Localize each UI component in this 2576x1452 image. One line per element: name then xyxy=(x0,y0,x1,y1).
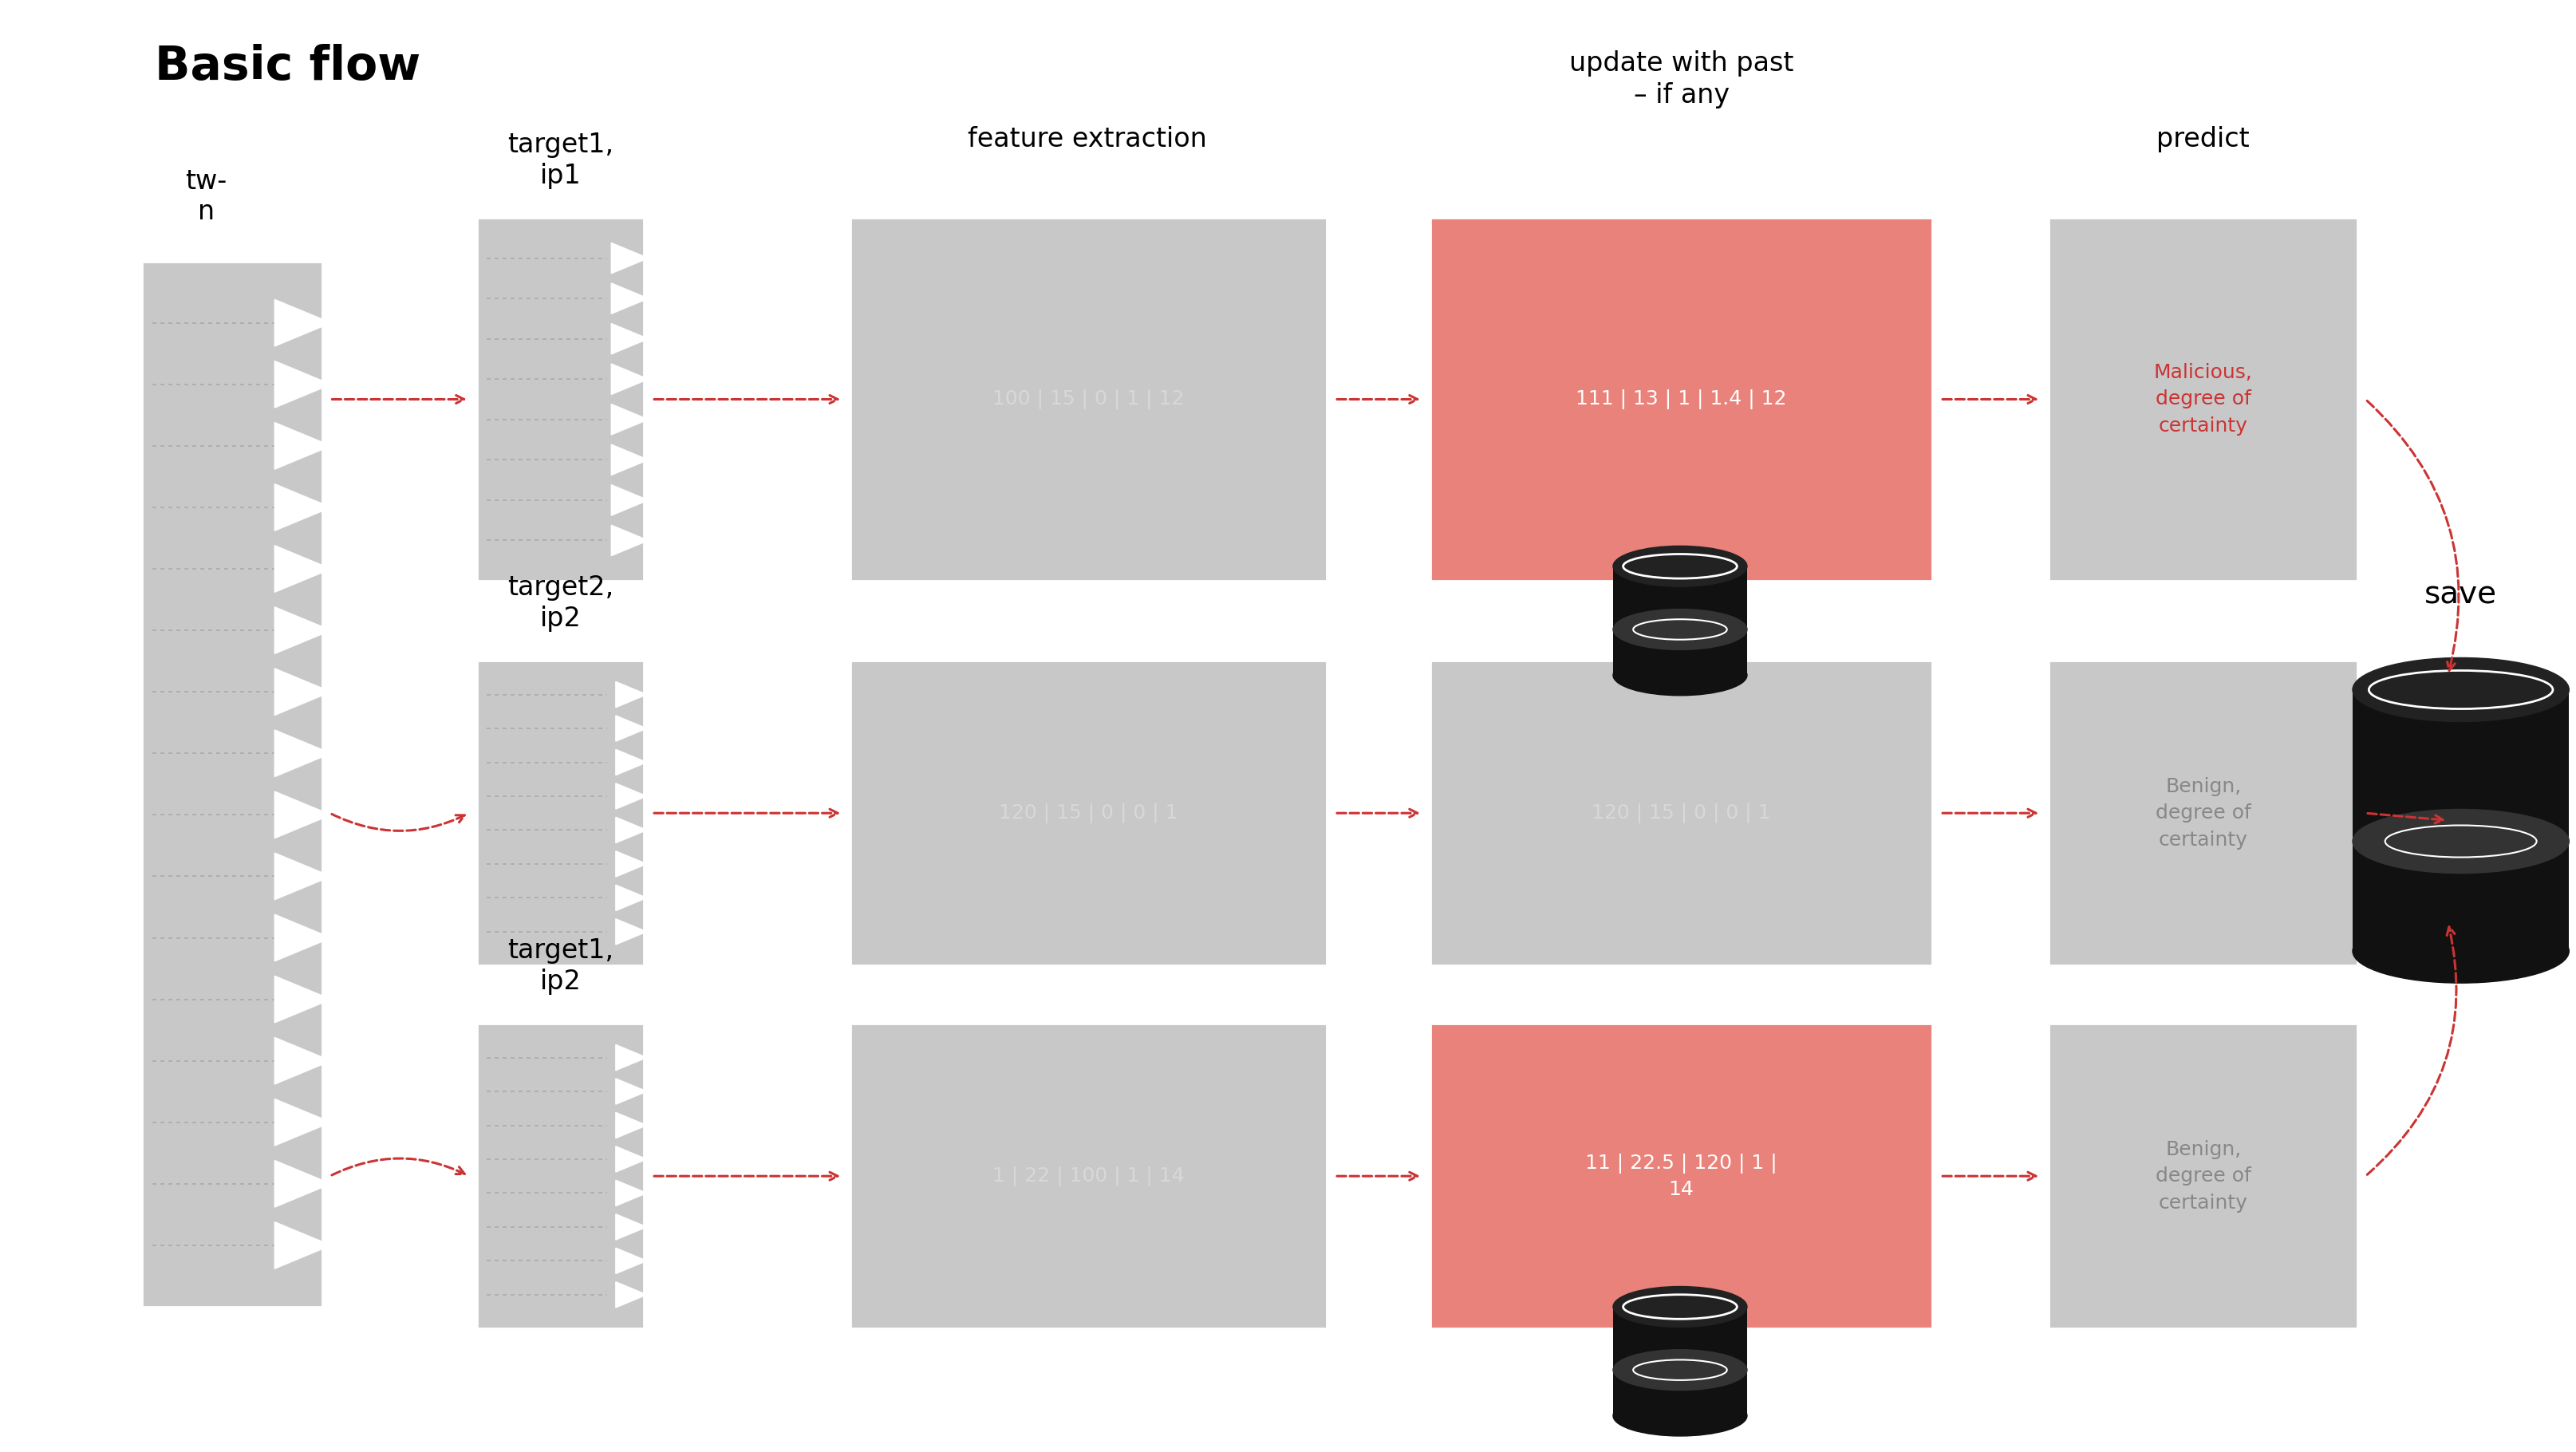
Polygon shape xyxy=(276,1037,330,1085)
Text: update with past
– if any: update with past – if any xyxy=(1569,49,1793,109)
Polygon shape xyxy=(611,404,649,434)
Polygon shape xyxy=(611,364,649,395)
Text: Malicious,
degree of
certainty: Malicious, degree of certainty xyxy=(2154,363,2251,436)
Polygon shape xyxy=(276,668,330,716)
Text: 100 | 15 | 0 | 1 | 12: 100 | 15 | 0 | 1 | 12 xyxy=(992,389,1185,409)
Polygon shape xyxy=(616,783,647,809)
Text: target1,
ip1: target1, ip1 xyxy=(507,132,613,189)
Text: 120 | 15 | 0 | 0 | 1: 120 | 15 | 0 | 0 | 1 xyxy=(999,803,1177,823)
FancyBboxPatch shape xyxy=(1430,1024,1932,1329)
Text: 111 | 13 | 1 | 1.4 | 12: 111 | 13 | 1 | 1.4 | 12 xyxy=(1577,389,1785,409)
FancyBboxPatch shape xyxy=(850,661,1327,966)
Ellipse shape xyxy=(1613,610,1747,650)
Ellipse shape xyxy=(1613,546,1747,587)
FancyBboxPatch shape xyxy=(850,1024,1327,1329)
Polygon shape xyxy=(611,526,649,556)
Ellipse shape xyxy=(2352,658,2568,722)
FancyBboxPatch shape xyxy=(142,261,322,1307)
Ellipse shape xyxy=(1613,655,1747,696)
Text: target1,
ip2: target1, ip2 xyxy=(507,938,613,995)
Polygon shape xyxy=(276,791,330,838)
Polygon shape xyxy=(616,919,647,945)
Polygon shape xyxy=(616,749,647,775)
Polygon shape xyxy=(276,1223,330,1269)
Polygon shape xyxy=(616,851,647,877)
FancyBboxPatch shape xyxy=(477,661,644,966)
FancyBboxPatch shape xyxy=(1430,661,1932,966)
Polygon shape xyxy=(276,362,330,408)
Polygon shape xyxy=(276,1099,330,1146)
Text: 1 | 22 | 100 | 1 | 14: 1 | 22 | 100 | 1 | 14 xyxy=(992,1166,1185,1186)
Ellipse shape xyxy=(2352,919,2568,983)
Text: target2,
ip2: target2, ip2 xyxy=(507,575,613,632)
FancyBboxPatch shape xyxy=(2048,661,2357,966)
Polygon shape xyxy=(611,283,649,314)
Polygon shape xyxy=(616,884,647,910)
Text: feature extraction: feature extraction xyxy=(969,126,1206,152)
Polygon shape xyxy=(276,730,330,777)
Polygon shape xyxy=(616,1214,647,1240)
Text: Benign,
degree of
certainty: Benign, degree of certainty xyxy=(2154,777,2251,849)
Polygon shape xyxy=(616,1180,647,1207)
Polygon shape xyxy=(616,681,647,707)
Polygon shape xyxy=(611,444,649,475)
Ellipse shape xyxy=(1613,1395,1747,1436)
Polygon shape xyxy=(616,716,647,742)
Text: tw-
n: tw- n xyxy=(185,168,227,225)
Text: 120 | 15 | 0 | 0 | 1: 120 | 15 | 0 | 0 | 1 xyxy=(1592,803,1770,823)
Text: predict: predict xyxy=(2156,126,2249,152)
Polygon shape xyxy=(616,1044,647,1070)
Text: Benign,
degree of
certainty: Benign, degree of certainty xyxy=(2154,1140,2251,1212)
FancyBboxPatch shape xyxy=(850,218,1327,581)
Ellipse shape xyxy=(1613,1286,1747,1327)
Polygon shape xyxy=(276,852,330,900)
Ellipse shape xyxy=(2352,809,2568,873)
Polygon shape xyxy=(611,485,649,515)
FancyBboxPatch shape xyxy=(2048,1024,2357,1329)
Polygon shape xyxy=(616,1079,647,1105)
Polygon shape xyxy=(276,546,330,592)
Polygon shape xyxy=(276,484,330,531)
Polygon shape xyxy=(616,1146,647,1172)
Polygon shape xyxy=(276,607,330,653)
Polygon shape xyxy=(616,1247,647,1273)
Polygon shape xyxy=(276,976,330,1022)
Polygon shape xyxy=(276,423,330,469)
Polygon shape xyxy=(616,1112,647,1138)
FancyBboxPatch shape xyxy=(1613,566,1747,675)
Polygon shape xyxy=(276,915,330,961)
FancyBboxPatch shape xyxy=(1613,1307,1747,1416)
Polygon shape xyxy=(611,324,649,354)
Text: 11 | 22.5 | 120 | 1 |
14: 11 | 22.5 | 120 | 1 | 14 xyxy=(1584,1153,1777,1199)
Polygon shape xyxy=(276,299,330,346)
Text: Basic flow: Basic flow xyxy=(155,44,420,89)
FancyBboxPatch shape xyxy=(2352,690,2568,951)
FancyBboxPatch shape xyxy=(1430,218,1932,581)
Text: save: save xyxy=(2424,579,2496,610)
FancyBboxPatch shape xyxy=(477,1024,644,1329)
Polygon shape xyxy=(616,1282,647,1308)
Polygon shape xyxy=(611,242,649,273)
FancyBboxPatch shape xyxy=(2048,218,2357,581)
Ellipse shape xyxy=(1613,1350,1747,1391)
Polygon shape xyxy=(276,1160,330,1207)
Polygon shape xyxy=(616,817,647,844)
FancyBboxPatch shape xyxy=(477,218,644,581)
